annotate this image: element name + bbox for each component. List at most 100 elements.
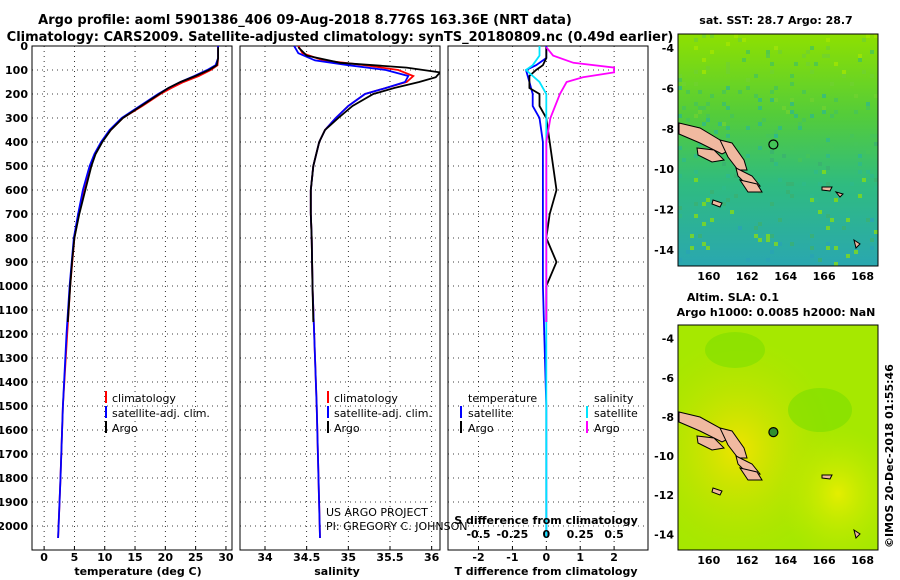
sst-pixel [866, 34, 870, 38]
project-credit: US ARGO PROJECT [326, 506, 428, 519]
sst-pixel [790, 98, 794, 102]
lat-tick: -14 [654, 244, 674, 257]
figure-title-line2: Climatology: CARS2009. Satellite-adjuste… [7, 30, 674, 45]
sst-pixel [802, 118, 806, 122]
sst-pixel [810, 194, 814, 198]
sst-pixel [766, 238, 770, 242]
sst-pixel [710, 218, 714, 222]
sst-pixel [818, 162, 822, 166]
sst-pixel [866, 218, 870, 222]
island-shape [834, 191, 844, 198]
series-line-satellite-adj-clim- [57, 46, 220, 539]
sla-map-panel: Altim. SLA: 0.1 Argo h1000: 0.0085 h2000… [654, 291, 879, 567]
sst-pixel [802, 182, 806, 186]
sst-pixel [770, 134, 774, 138]
legend-s-satellite-label: satellite [594, 407, 638, 420]
island-shape [738, 179, 763, 193]
sst-pixel [714, 130, 718, 134]
lat-tick: -10 [654, 163, 674, 176]
sst-pixel [786, 182, 790, 186]
sst-pixel [858, 58, 862, 62]
sst-pixel [866, 102, 870, 106]
sst-pixel [826, 54, 830, 58]
sst-pixel [706, 66, 710, 70]
sst-pixel [718, 122, 722, 126]
sst-pixel [694, 82, 698, 86]
lon-tick: 168 [851, 554, 874, 567]
sst-pixel [774, 98, 778, 102]
figure-title-line1: Argo profile: aoml 5901386_406 09-Aug-20… [38, 13, 572, 28]
difference-legend: temperature satellite Argo salinity sate… [460, 392, 638, 435]
salinity-panel: 34 34.5 35 35.5 36 salinity climatology sate… [239, 45, 467, 578]
sst-pixel [790, 74, 794, 78]
sst-pixel [770, 158, 774, 162]
sst-pixel [770, 250, 774, 254]
sst-pixel [746, 86, 750, 90]
sst-pixel [722, 206, 726, 210]
temperature-tick: 10 [97, 551, 113, 564]
sst-pixel [686, 250, 690, 254]
sst-pixel [870, 134, 874, 138]
sst-pixel [862, 38, 866, 42]
sst-pixel [834, 194, 838, 198]
sst-pixel [758, 146, 762, 150]
sst-pixel [774, 46, 778, 50]
sst-pixel [854, 110, 858, 114]
series-line-t-argo [528, 47, 558, 322]
depth-tick: 1000 [0, 280, 28, 293]
temperature-axes-frame [31, 45, 233, 551]
sst-pixel [826, 166, 830, 170]
sst-pixel [726, 70, 730, 74]
legend-s-argo-label: Argo [594, 422, 620, 435]
sst-pixel [734, 174, 738, 178]
series-line-argo [297, 46, 440, 323]
sst-pixel [834, 110, 838, 114]
lat-tick: -12 [654, 489, 674, 502]
sst-pixel [874, 230, 878, 234]
temperature-tick: 5 [71, 551, 79, 564]
sst-pixel [682, 82, 686, 86]
sst-pixel [854, 142, 858, 146]
salinity-tick: 34.5 [293, 551, 320, 564]
temperature-tick: 15 [127, 551, 142, 564]
sst-pixel [758, 238, 762, 242]
sst-pixel [842, 226, 846, 230]
sst-pixel [846, 254, 850, 258]
sst-pixel [702, 242, 706, 246]
salinity-tick-labels: 34 34.5 35 35.5 36 [257, 551, 439, 564]
difference-panel: -2 -1 0 1 2 -0.5 -0.25 0 0.25 0.5 T difference f… [447, 45, 649, 578]
sst-pixel [722, 186, 726, 190]
sst-pixel [790, 242, 794, 246]
sst-pixel [822, 54, 826, 58]
sst-pixel [706, 102, 710, 106]
sst-pixel [726, 126, 730, 130]
sst-lat-tick-labels: -4 -6 -8 -10 -12 -14 [654, 42, 674, 257]
sst-pixel [702, 58, 706, 62]
sst-pixel [726, 86, 730, 90]
sst-pixel [794, 62, 798, 66]
sst-pixel [746, 154, 750, 158]
sst-pixel [758, 98, 762, 102]
sst-pixel [694, 70, 698, 74]
sst-pixel [870, 246, 874, 250]
sst-pixel [806, 62, 810, 66]
sst-map-panel: sat. SST: 28.7 Argo: 28.7 160 162 164 166 16… [654, 14, 879, 283]
depth-tick: 600 [5, 184, 28, 197]
sst-pixel [854, 94, 858, 98]
sst-pixel [770, 70, 774, 74]
sst-pixel [702, 222, 706, 226]
sst-pixel [726, 174, 730, 178]
sst-pixel [850, 82, 854, 86]
sst-pixel [706, 118, 710, 122]
sst-pixel [722, 122, 726, 126]
sst-pixel [822, 94, 826, 98]
sst-pixel [830, 146, 834, 150]
sla-lat-tick-labels: -4 -6 -8 -10 -12 -14 [654, 333, 674, 542]
sst-pixel [678, 74, 682, 78]
sst-pixel [698, 234, 702, 238]
sst-pixel [766, 234, 770, 238]
legend-temperature-title: temperature [468, 392, 537, 405]
depth-tick: 1300 [0, 352, 28, 365]
sst-pixel [874, 94, 878, 98]
legend-t-satellite-label: satellite [468, 407, 512, 420]
